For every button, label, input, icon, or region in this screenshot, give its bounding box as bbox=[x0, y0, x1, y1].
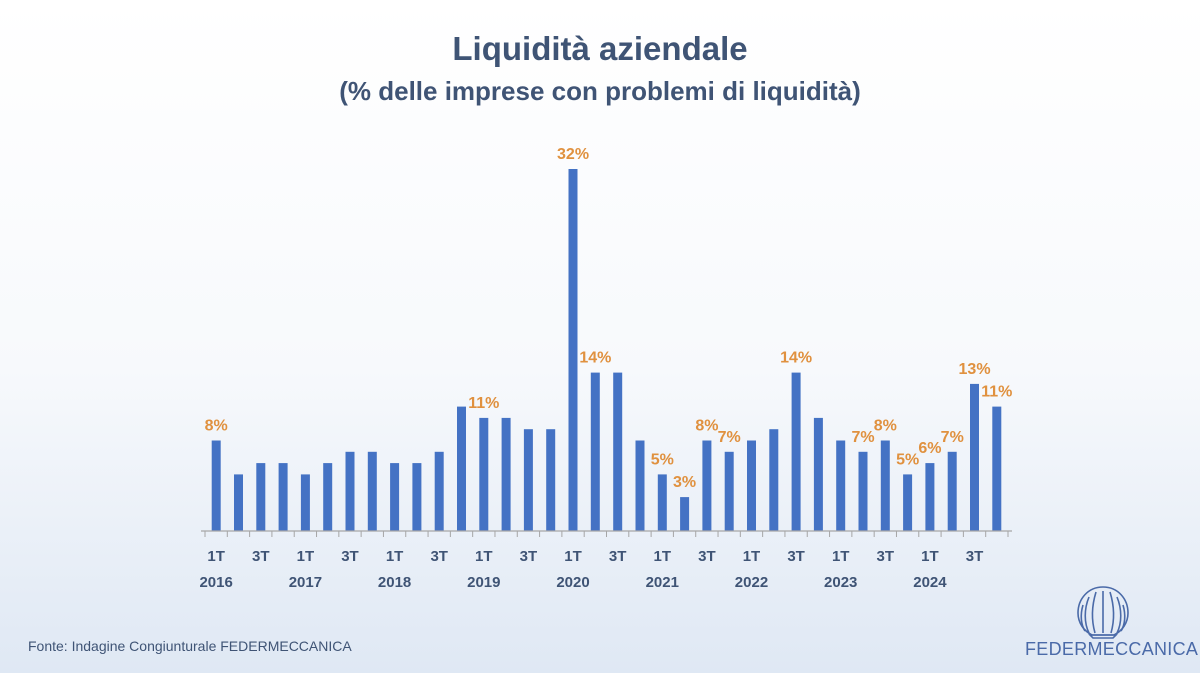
x-tick-label: 3T bbox=[341, 548, 359, 565]
chart-subtitle: (% delle imprese con problemi di liquidi… bbox=[339, 76, 861, 106]
brand-name: FEDERMECCANICA bbox=[1025, 639, 1199, 659]
bar-4T-2018 bbox=[457, 406, 466, 531]
bar-4T-2024 bbox=[992, 406, 1002, 531]
source-note: Fonte: Indagine Congiunturale FEDERMECCA… bbox=[28, 638, 352, 654]
bar-2T-2019 bbox=[501, 417, 511, 531]
data-label: 8% bbox=[695, 418, 718, 435]
x-tick-label: 1T bbox=[297, 548, 315, 565]
x-tick-label: 3T bbox=[877, 548, 895, 565]
x-tick-label: 1T bbox=[475, 548, 493, 565]
x-year-label: 2016 bbox=[199, 574, 232, 591]
bar-1T-2024 bbox=[925, 463, 935, 531]
data-label: 8% bbox=[874, 418, 897, 435]
x-tick-label: 1T bbox=[654, 548, 672, 565]
x-tick-label: 3T bbox=[787, 548, 805, 565]
x-tick-label: 3T bbox=[252, 548, 270, 565]
data-label: 3% bbox=[673, 474, 696, 491]
x-year-label: 2019 bbox=[467, 574, 500, 591]
bar-3T-2024 bbox=[970, 383, 979, 531]
bar-3T-2020 bbox=[613, 372, 623, 531]
data-label: 7% bbox=[941, 429, 964, 446]
bar-2T-2021 bbox=[680, 497, 690, 531]
bar-3T-2019 bbox=[523, 429, 533, 531]
data-label: 5% bbox=[896, 451, 919, 468]
x-year-label: 2018 bbox=[378, 574, 411, 591]
chart-title: Liquidità aziendale bbox=[452, 30, 748, 67]
bar-4T-2017 bbox=[367, 451, 377, 531]
bar-2T-2024 bbox=[947, 451, 957, 531]
data-label: 14% bbox=[579, 350, 611, 367]
x-year-label: 2017 bbox=[289, 574, 322, 591]
bar-1T-2022 bbox=[747, 440, 756, 531]
bar-2T-2022 bbox=[769, 429, 779, 531]
data-label: 7% bbox=[851, 429, 874, 446]
bar-3T-2017 bbox=[345, 451, 355, 531]
data-label: 8% bbox=[205, 418, 228, 435]
bar-4T-2023 bbox=[903, 474, 913, 531]
bar-3T-2018 bbox=[434, 451, 444, 531]
bar-3T-2021 bbox=[702, 440, 712, 531]
data-label: 7% bbox=[718, 429, 741, 446]
data-label: 14% bbox=[780, 350, 812, 367]
x-tick-label: 1T bbox=[207, 548, 225, 565]
data-label: 13% bbox=[959, 361, 991, 378]
bar-1T-2021 bbox=[657, 474, 667, 531]
x-tick-label: 1T bbox=[743, 548, 761, 565]
data-label: 32% bbox=[557, 146, 589, 163]
bar-1T-2019 bbox=[479, 417, 489, 531]
bar-1T-2023 bbox=[836, 440, 846, 531]
data-label: 6% bbox=[918, 440, 941, 457]
bar-1T-2018 bbox=[390, 463, 400, 531]
bar-2T-2023 bbox=[858, 451, 868, 531]
bar-2T-2017 bbox=[323, 463, 333, 531]
x-tick-label: 3T bbox=[609, 548, 627, 565]
x-year-label: 2023 bbox=[824, 574, 857, 591]
x-tick-label: 3T bbox=[430, 548, 448, 565]
x-tick-label: 3T bbox=[698, 548, 716, 565]
x-tick-label: 1T bbox=[564, 548, 582, 565]
x-tick-label: 3T bbox=[520, 548, 538, 565]
bar-4T-2016 bbox=[278, 463, 288, 531]
bar-3T-2023 bbox=[880, 440, 890, 531]
bar-1T-2020 bbox=[568, 169, 578, 531]
bar-2T-2020 bbox=[590, 372, 600, 531]
x-year-label: 2021 bbox=[646, 574, 679, 591]
bar-4T-2022 bbox=[813, 417, 823, 531]
bar-1T-2017 bbox=[300, 474, 310, 531]
bar-4T-2020 bbox=[635, 440, 645, 531]
data-label: 11% bbox=[468, 395, 499, 412]
bar-3T-2022 bbox=[791, 372, 801, 531]
x-tick-label: 1T bbox=[921, 548, 939, 565]
x-year-label: 2024 bbox=[913, 574, 947, 591]
bar-1T-2016 bbox=[211, 440, 221, 531]
x-tick-label: 1T bbox=[386, 548, 404, 565]
bar-4T-2021 bbox=[724, 451, 734, 531]
x-tick-label: 3T bbox=[966, 548, 984, 565]
federmeccanica-shell-logo-icon bbox=[1077, 586, 1129, 639]
bar-3T-2016 bbox=[256, 463, 266, 531]
x-year-label: 2020 bbox=[556, 574, 589, 591]
bar-2T-2016 bbox=[234, 474, 243, 531]
bar-4T-2019 bbox=[546, 429, 556, 531]
data-label: 11% bbox=[981, 384, 1012, 401]
data-label: 5% bbox=[651, 451, 674, 468]
bar-2T-2018 bbox=[412, 463, 422, 531]
x-year-label: 2022 bbox=[735, 574, 768, 591]
x-tick-label: 1T bbox=[832, 548, 850, 565]
